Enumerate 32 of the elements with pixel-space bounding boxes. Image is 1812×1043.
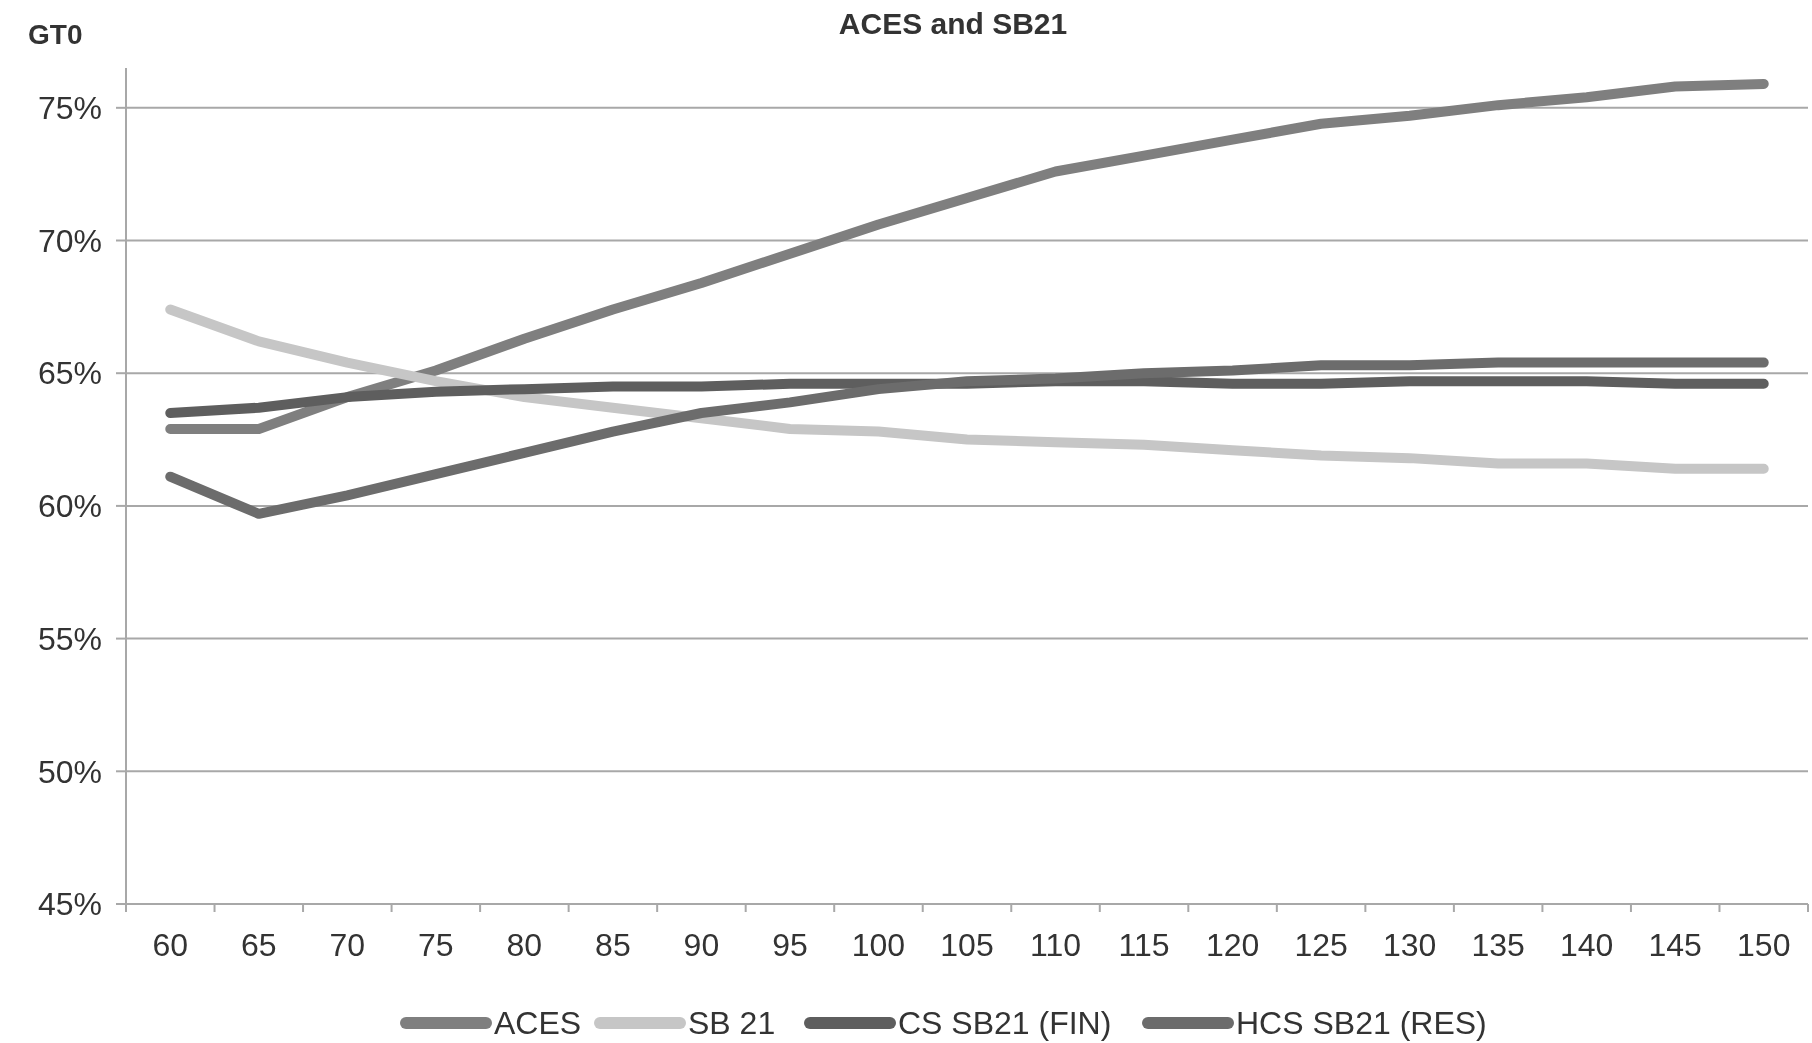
x-tick-label: 135 [1471, 927, 1525, 963]
x-tick-label: 110 [1030, 927, 1082, 963]
legend-label: SB 21 [688, 1005, 776, 1042]
x-tick-label: 140 [1559, 927, 1614, 963]
x-tick-label: 70 [329, 927, 366, 963]
legend-label: CS SB21 (FIN) [898, 1005, 1112, 1042]
legend-label: HCS SB21 (RES) [1236, 1005, 1487, 1042]
x-tick-label: 105 [940, 927, 994, 963]
x-tick-label: 75 [418, 927, 454, 963]
x-tick-label: 60 [152, 927, 189, 963]
y-tick-label: 70% [37, 222, 102, 259]
x-tick-label: 145 [1648, 927, 1702, 963]
x-tick-label: 90 [683, 927, 720, 963]
y-tick-label: 45% [37, 886, 102, 923]
x-tick-label: 95 [772, 927, 808, 963]
x-tick-label: 130 [1382, 927, 1437, 963]
y-tick-label: 65% [37, 355, 102, 392]
x-tick-label: 85 [595, 927, 631, 963]
chart-title: ACES and SB21 [838, 7, 1068, 40]
x-tick-label: 100 [851, 927, 906, 963]
x-tick-label: 150 [1737, 927, 1791, 963]
x-tick-label: 120 [1205, 927, 1260, 963]
y-axis-title: GT0 [28, 19, 83, 50]
x-tick-label: 80 [506, 927, 543, 963]
y-tick-label: 55% [37, 620, 102, 657]
x-tick-label: 65 [240, 927, 277, 963]
y-tick-label: 75% [37, 90, 102, 127]
y-tick-label: 60% [37, 488, 102, 525]
x-tick-label: 115 [1118, 927, 1170, 963]
legend-label: ACES [494, 1005, 582, 1042]
y-tick-label: 50% [37, 753, 102, 790]
x-tick-label: 125 [1294, 927, 1348, 963]
